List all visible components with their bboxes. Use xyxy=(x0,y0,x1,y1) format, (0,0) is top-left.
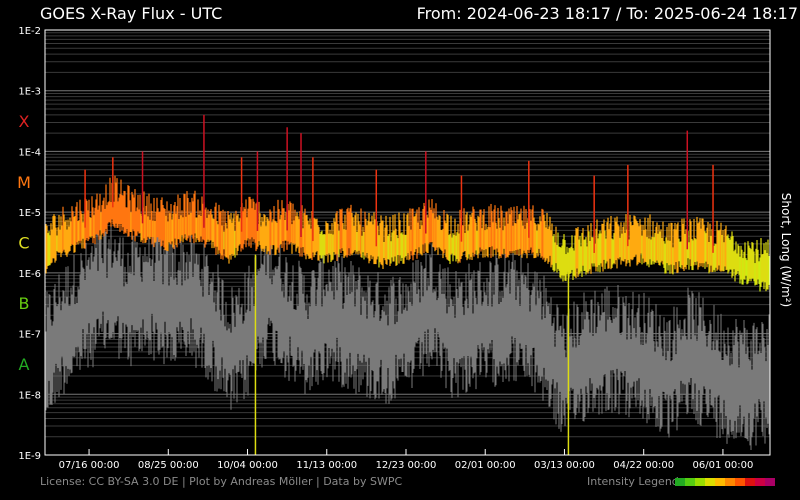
y-tick-label: 1E-4 xyxy=(18,147,41,158)
long-series xyxy=(45,114,770,455)
intensity-legend-label: Intensity Legend xyxy=(587,475,679,488)
y-axis-label: Short, Long (W/m²) xyxy=(778,180,794,320)
y-tick-label: 1E-7 xyxy=(18,330,41,341)
to-label: To: xyxy=(626,4,649,23)
plot-frame xyxy=(44,29,771,456)
date-range: From: 2024-06-23 18:17 / To: 2025-06-24 … xyxy=(417,4,798,23)
y-axis-label-text: Short, Long (W/m²) xyxy=(779,192,793,308)
x-tick-label: 11/13 00:00 xyxy=(296,460,357,471)
y-tick-label: 1E-9 xyxy=(18,451,41,462)
range-separator: / xyxy=(616,4,622,23)
legend-swatch xyxy=(685,478,695,486)
x-tick-label: 06/01 00:00 xyxy=(693,460,754,471)
flare-class-label: M xyxy=(17,173,31,192)
to-date: 2025-06-24 18:17 xyxy=(653,4,798,23)
from-date: 2024-06-23 18:17 xyxy=(466,4,611,23)
x-tick-label: 04/22 00:00 xyxy=(613,460,674,471)
legend-swatch xyxy=(675,478,685,486)
flare-class-label: B xyxy=(19,294,30,313)
x-tick-label: 10/04 00:00 xyxy=(217,460,278,471)
y-tick-label: 1E-5 xyxy=(18,208,41,219)
intensity-legend-bar xyxy=(675,478,775,486)
legend-swatch xyxy=(705,478,715,486)
legend-swatch xyxy=(715,478,725,486)
flare-class-label: C xyxy=(18,234,29,253)
from-label: From: xyxy=(416,4,462,23)
x-tick-label: 08/25 00:00 xyxy=(138,460,199,471)
x-tick-label: 02/01 00:00 xyxy=(455,460,516,471)
y-tick-label: 1E-8 xyxy=(18,390,41,401)
x-tick-label: 12/23 00:00 xyxy=(376,460,437,471)
legend-swatch xyxy=(765,478,775,486)
legend-swatch xyxy=(725,478,735,486)
short-series xyxy=(45,224,770,450)
x-tick-label: 03/13 00:00 xyxy=(534,460,595,471)
legend-swatch xyxy=(755,478,765,486)
y-tick-label: 1E-3 xyxy=(18,87,41,98)
flare-class-label: X xyxy=(19,112,30,131)
legend-swatch xyxy=(745,478,755,486)
legend-swatch xyxy=(735,478,745,486)
y-tick-label: 1E-6 xyxy=(18,269,41,280)
license-text: License: CC BY-SA 3.0 DE | Plot by Andre… xyxy=(40,475,403,488)
x-tick-label: 07/16 00:00 xyxy=(59,460,120,471)
flare-class-label: A xyxy=(19,355,30,374)
y-tick-label: 1E-2 xyxy=(18,26,41,37)
legend-swatch xyxy=(695,478,705,486)
axes: 1E-2 1E-3 1E-4 1E-5 1E-6 1E-7 1E-8 1E-9 X M C B A 07/… xyxy=(17,26,771,471)
chart-title: GOES X-Ray Flux - UTC xyxy=(40,4,223,23)
